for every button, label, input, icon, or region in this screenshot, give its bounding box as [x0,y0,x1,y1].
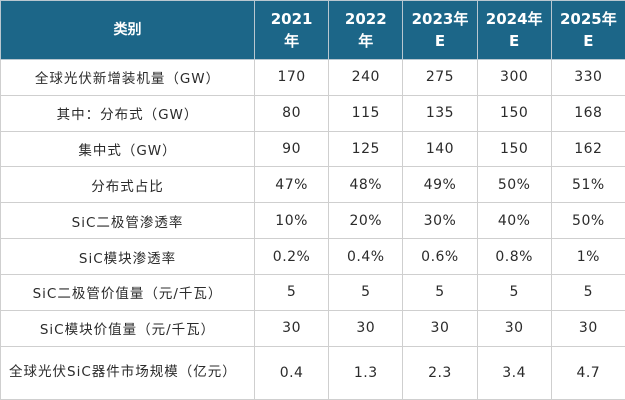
table-cell: 162 [550,130,625,168]
table-cell: 1% [550,238,625,275]
row-label: SiC二极管渗透率 [0,202,255,240]
table-cell: 150 [476,130,552,168]
table-cell: 5 [402,273,478,311]
table-row: SiC二极管渗透率 10% 20% 30% 40% 50% [0,202,625,240]
table-cell: 80 [253,94,330,132]
header-row: 类别 2021 年 2022 年 2023年 E 2024年 E [0,0,625,60]
table-cell: 170 [253,59,330,96]
table-cell: 40% [476,202,552,240]
row-label: 集中式（GW） [0,130,255,168]
row-label: SiC模块价值量（元/千瓦） [0,309,255,347]
table-row: 集中式（GW） 90 125 140 150 162 [0,130,625,168]
table-row: 其中：分布式（GW） 80 115 135 150 168 [0,94,625,132]
table-row: 全球光伏新增装机量（GW） 170 240 275 300 330 [0,59,625,96]
header-year-2022: 2022 年 [328,0,404,60]
header-year-2025e: 2025年 E [550,0,625,60]
table-cell: 0.4 [253,345,330,400]
table-cell: 0.4% [328,238,404,275]
table-cell: 5 [253,273,330,311]
table-cell: 5 [476,273,552,311]
table-cell: 150 [476,94,552,132]
header-year-line2: 年 [284,32,300,50]
table-cell: 300 [476,59,552,96]
row-label: 其中：分布式（GW） [0,94,255,132]
table-cell: 47% [253,166,330,204]
table-header: 类别 2021 年 2022 年 2023年 E 2024年 E [0,0,625,60]
table-cell: 10% [253,202,330,240]
table-cell: 48% [328,166,404,204]
table-cell: 30 [550,309,625,347]
table-cell: 3.4 [476,345,552,400]
header-year-line2: E [509,32,520,50]
table-cell: 0.6% [402,238,478,275]
header-year-line2: E [583,32,594,50]
table-cell: 0.8% [476,238,552,275]
table-row: 全球光伏SiC器件市场规模（亿元） 0.4 1.3 2.3 3.4 4.7 [0,345,625,400]
table-cell: 168 [550,94,625,132]
header-year-line1: 2024年 [485,10,543,28]
table-cell: 330 [550,59,625,96]
row-label: SiC模块渗透率 [0,238,255,275]
table-cell: 50% [550,202,625,240]
table-cell: 1.3 [328,345,404,400]
table-cell: 5 [550,273,625,311]
table-row: SiC二极管价值量（元/千瓦） 5 5 5 5 5 [0,273,625,311]
row-label: 全球光伏新增装机量（GW） [0,59,255,96]
row-label: SiC二极管价值量（元/千瓦） [0,273,255,311]
table-cell: 50% [476,166,552,204]
table-cell: 30 [402,309,478,347]
table-cell: 115 [328,94,404,132]
header-year-2024e: 2024年 E [476,0,552,60]
table-row: 分布式占比 47% 48% 49% 50% 51% [0,166,625,204]
row-label: 全球光伏SiC器件市场规模（亿元） [0,345,255,400]
table-cell: 5 [328,273,404,311]
table-body: 全球光伏新增装机量（GW） 170 240 275 300 330 其中：分布式… [0,59,625,400]
table-cell: 135 [402,94,478,132]
header-year-line1: 2023年 [411,10,469,28]
header-year-line1: 2022 [344,10,387,28]
header-year-line2: 年 [358,32,374,50]
table-cell: 30 [328,309,404,347]
header-year-line1: 2021 [270,10,313,28]
header-category: 类别 [0,0,255,60]
table-cell: 275 [402,59,478,96]
table-cell: 90 [253,130,330,168]
table-cell: 2.3 [402,345,478,400]
table-cell: 20% [328,202,404,240]
header-year-2021: 2021 年 [253,0,330,60]
table-cell: 30 [253,309,330,347]
table-cell: 0.2% [253,238,330,275]
table-cell: 4.7 [550,345,625,400]
table-cell: 125 [328,130,404,168]
header-year-2023e: 2023年 E [402,0,478,60]
table-row: SiC模块价值量（元/千瓦） 30 30 30 30 30 [0,309,625,347]
table-cell: 240 [328,59,404,96]
table-cell: 30 [476,309,552,347]
header-year-line2: E [434,32,446,50]
table-cell: 30% [402,202,478,240]
header-year-line1: 2025年 [559,10,617,28]
row-label: 分布式占比 [0,166,255,204]
table-row: SiC模块渗透率 0.2% 0.4% 0.6% 0.8% 1% [0,238,625,275]
table-cell: 51% [550,166,625,204]
table-cell: 49% [402,166,478,204]
table-cell: 140 [402,130,478,168]
